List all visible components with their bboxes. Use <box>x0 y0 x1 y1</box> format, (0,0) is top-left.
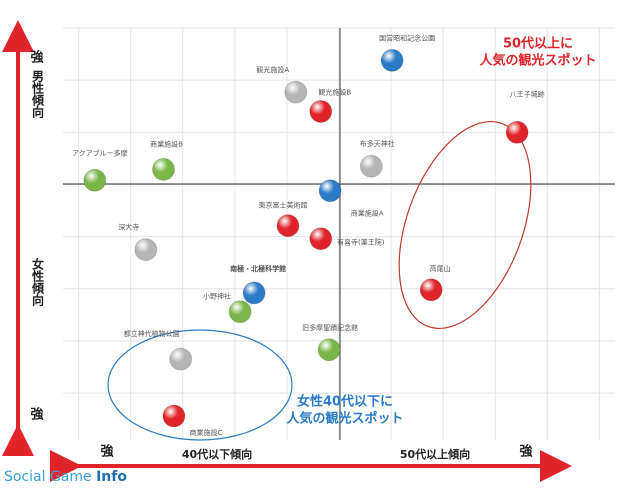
axis-label: 女性傾向 <box>31 257 45 307</box>
bubble <box>505 120 529 144</box>
point-label: 旧多摩聖蹟記念館 <box>302 323 358 332</box>
axis-label: 男性傾向 <box>31 70 45 119</box>
annotation: 50代以上に <box>503 36 573 52</box>
bubble <box>419 278 443 302</box>
point-label: 布多天神社 <box>360 139 395 148</box>
watermark: Social Game Info <box>4 469 127 485</box>
point-label: 商業施設C <box>189 428 222 437</box>
point-label: 観光施設B <box>318 87 351 96</box>
bubble <box>169 347 193 371</box>
bubble <box>134 238 158 262</box>
point-label: 商業施設B <box>150 139 183 148</box>
axis-label: 強 <box>100 444 113 460</box>
bubble <box>152 157 176 181</box>
axis-label: 強 <box>30 50 43 66</box>
bubble <box>228 300 252 324</box>
point-label: 深大寺 <box>118 223 139 232</box>
bubble <box>380 48 404 72</box>
annotation: 人気の観光スポット <box>286 411 403 427</box>
bubble <box>318 179 342 203</box>
annotation: 女性40代以下に <box>297 394 393 410</box>
bubble <box>309 227 333 251</box>
bubble <box>309 99 333 123</box>
point-label: 商業施設A <box>351 209 384 218</box>
annotation: 人気の観光スポット <box>479 53 596 69</box>
point-label: 観光施設A <box>256 65 289 74</box>
highlight-ellipse <box>107 329 293 441</box>
point-label: 高尾山 <box>430 264 451 273</box>
axis-label: 強 <box>519 444 532 460</box>
point-label: 有喜寺(薬王院) <box>337 238 385 247</box>
point-label: 都立神代植物公園 <box>124 329 180 338</box>
axis-label: 40代以下傾向 <box>182 447 252 461</box>
axis-label: 50代以上傾向 <box>400 447 470 461</box>
axis-label: 強 <box>30 407 43 423</box>
bubble <box>276 214 300 238</box>
point-label: 東京富士美術館 <box>258 201 307 210</box>
point-label: 南極・北極科学館 <box>230 264 286 273</box>
point-label: 小野神社 <box>203 292 231 301</box>
point-label: 国営昭和記念公園 <box>379 33 435 42</box>
bubble <box>83 168 107 192</box>
bubble <box>317 338 341 362</box>
point-label: 八王子城跡 <box>510 89 545 98</box>
bubble <box>242 281 266 305</box>
bubble <box>162 404 186 428</box>
bubble <box>284 80 308 104</box>
point-label: アクアブルー多摩 <box>72 148 128 157</box>
bubble <box>359 154 383 178</box>
highlight-ellipse <box>398 120 532 330</box>
